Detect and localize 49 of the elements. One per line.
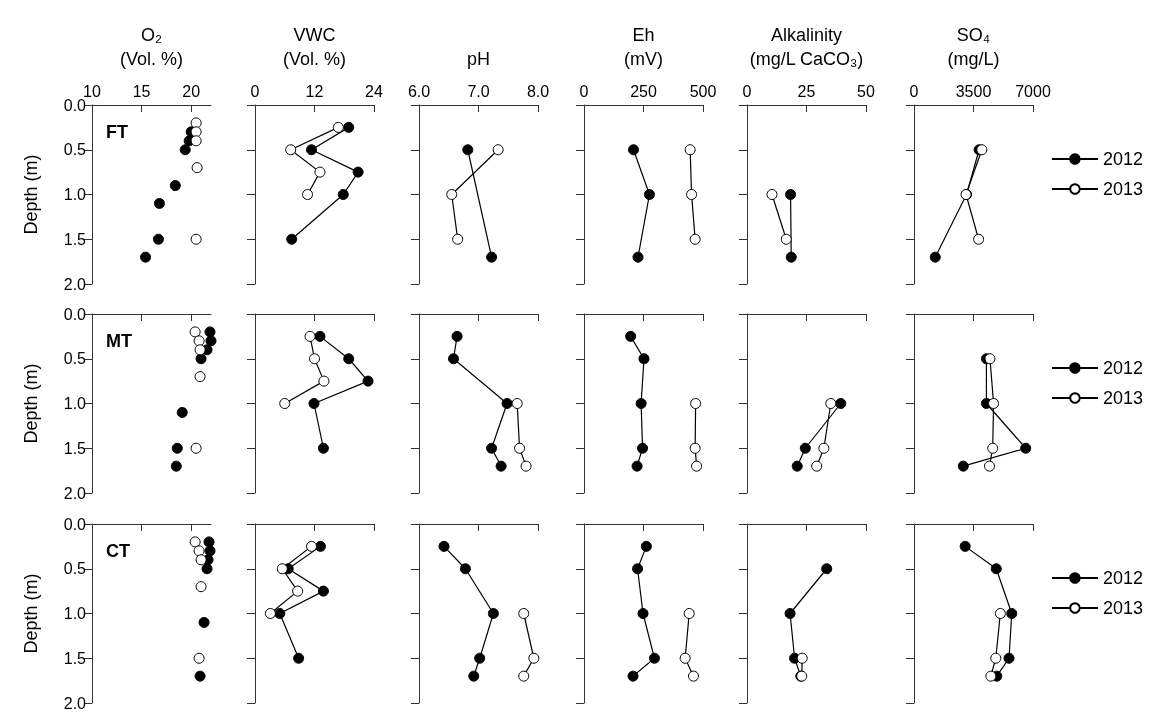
y-tick-label: 1.0 (63, 186, 87, 203)
x-tick-label: 0 (250, 82, 260, 100)
annotation: CT (106, 541, 130, 561)
x-axis-title: pH (466, 49, 491, 69)
x-tick-label: 8.0 (526, 82, 550, 100)
y-tick-label: 2.0 (63, 484, 87, 502)
y-tick-label: 0.0 (63, 515, 87, 533)
x-axis-title: VWC (Vol. %) (282, 25, 347, 69)
x-tick-label: 0 (579, 82, 589, 100)
x-tick-label: 12 (305, 82, 324, 100)
legend-label: 2012 (1102, 568, 1143, 588)
legend-label: 2012 (1102, 149, 1143, 169)
y-tick-label: 1.0 (63, 395, 87, 412)
y-tick-label: 0.5 (63, 141, 87, 159)
x-tick-label: 7.0 (467, 82, 490, 100)
y-tick-label: 1.5 (63, 439, 87, 457)
x-tick-label: 6.0 (407, 82, 431, 100)
y-axis-title: Depth (m) (21, 573, 41, 654)
y-tick-label: 1.0 (63, 605, 87, 622)
x-tick-label: 3500 (955, 82, 992, 100)
x-axis-title: Alkalinity (mg/L CaCO₃) (749, 25, 864, 69)
y-tick-label: 0.0 (63, 305, 87, 323)
x-tick-label: 24 (365, 82, 383, 100)
legend-label: 2013 (1102, 179, 1143, 199)
y-tick-label: 2.0 (63, 275, 87, 293)
x-axis-title: Eh (mV) (624, 25, 663, 69)
annotation: FT (106, 122, 128, 142)
x-axis-title: SO₄ (mg/L) (947, 25, 1000, 69)
legend-label: 2013 (1102, 598, 1143, 618)
x-tick-label: 250 (630, 82, 657, 100)
x-tick-label: 0 (909, 82, 919, 100)
x-axis-title: O₂ (Vol. %) (119, 25, 184, 69)
x-tick-label: 0 (742, 82, 752, 100)
annotation: MT (106, 331, 132, 351)
x-tick-label: 25 (797, 82, 816, 100)
legend-label: 2013 (1102, 388, 1143, 408)
y-tick-label: 1.5 (63, 649, 87, 667)
y-tick-label: 1.5 (63, 230, 87, 248)
x-tick-label: 500 (689, 82, 717, 100)
x-tick-label: 50 (857, 82, 875, 100)
x-tick-label: 20 (182, 82, 201, 100)
y-tick-label: 2.0 (63, 694, 87, 712)
y-tick-label: 0.5 (63, 350, 87, 368)
y-axis-title: Depth (m) (21, 154, 41, 235)
y-tick-label: 0.5 (63, 560, 87, 578)
x-tick-label: 7000 (1015, 82, 1051, 100)
x-tick-label: 15 (132, 82, 151, 100)
y-axis-title: Depth (m) (21, 363, 41, 444)
legend-label: 2012 (1102, 358, 1143, 378)
